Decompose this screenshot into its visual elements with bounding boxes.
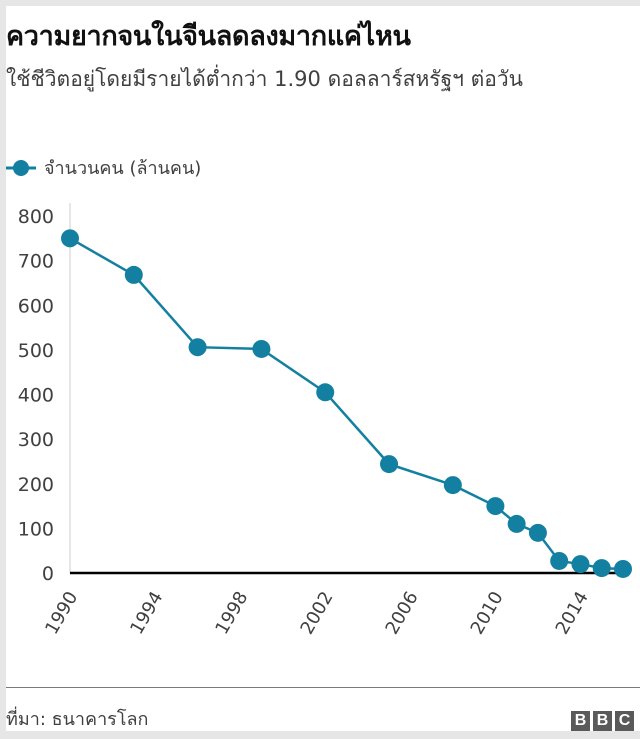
bbc-logo-letter: B xyxy=(593,711,612,731)
y-tick-label: 300 xyxy=(18,429,54,451)
data-point xyxy=(507,514,526,533)
y-tick-label: 800 xyxy=(18,206,54,228)
data-point xyxy=(61,229,79,248)
x-tick-label: 2014 xyxy=(552,588,593,638)
y-tick-label: 500 xyxy=(18,340,54,362)
legend: จำนวนคน (ล้านคน) xyxy=(6,153,201,182)
bbc-logo-letter: C xyxy=(615,711,634,731)
data-point xyxy=(486,497,505,516)
y-tick-label: 200 xyxy=(18,474,54,496)
bbc-logo-letter: B xyxy=(571,711,590,731)
x-tick-label: 2010 xyxy=(467,588,508,638)
chart-title: ความยากจนในจีนลดลงมากแค่ไหน xyxy=(6,21,411,52)
data-point xyxy=(316,383,335,402)
legend-label: จำนวนคน (ล้านคน) xyxy=(44,158,202,179)
data-point xyxy=(124,265,143,284)
chart-subtitle: ใช้ชีวิตอยู่โดยมีรายได้ต่ำกว่า 1.90 ดอลล… xyxy=(6,67,524,91)
data-points xyxy=(61,229,632,578)
data-point xyxy=(614,559,632,578)
x-tick-label: 2002 xyxy=(296,588,337,638)
footer-divider xyxy=(6,687,640,688)
data-point xyxy=(571,555,590,574)
y-axis: 0 100 200 300 400 500 600 700 800 xyxy=(18,206,54,585)
data-point xyxy=(592,559,611,578)
data-point xyxy=(252,339,271,358)
x-tick-label: 1994 xyxy=(126,588,167,638)
source-label: ที่มา: ธนาคารโลก xyxy=(6,709,149,730)
data-point xyxy=(188,338,207,357)
data-point xyxy=(528,523,547,542)
y-tick-label: 100 xyxy=(18,518,54,540)
x-tick-label: 1990 xyxy=(41,588,82,638)
y-tick-label: 0 xyxy=(42,563,54,585)
series-line xyxy=(69,237,624,571)
data-point xyxy=(550,551,569,570)
chart-card: ความยากจนในจีนลดลงมากแค่ไหน ใช้ชีวิตอยู่… xyxy=(6,6,640,731)
x-axis: 1990 1994 1998 2002 2006 2010 2014 xyxy=(41,588,593,638)
x-tick-label: 1998 xyxy=(211,588,252,638)
line-chart: 0 100 200 300 400 500 600 700 800 1990 1994 1998 20… xyxy=(18,203,632,638)
data-point xyxy=(380,455,399,474)
x-tick-label: 2006 xyxy=(382,588,423,638)
data-point xyxy=(443,476,462,495)
y-tick-label: 600 xyxy=(18,295,54,317)
y-tick-label: 400 xyxy=(18,385,54,407)
y-tick-label: 700 xyxy=(18,251,54,273)
bbc-logo: B B C xyxy=(571,711,634,731)
legend-marker-icon xyxy=(6,159,36,176)
